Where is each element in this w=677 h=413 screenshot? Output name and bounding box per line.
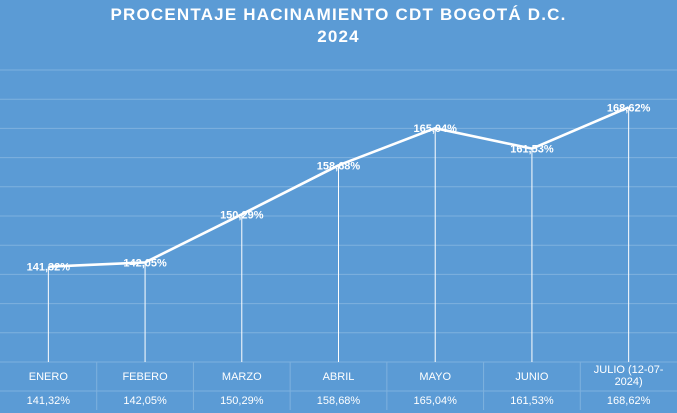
category-label: FEBERO <box>122 371 168 383</box>
category-label: MARZO <box>222 371 262 383</box>
category-label: JULIO (12-07-2024) <box>594 364 664 388</box>
category-label-line: 2024) <box>615 376 643 388</box>
data-label: 165,04% <box>413 123 457 135</box>
chart-title-line1: PROCENTAJE HACINAMIENTO CDT BOGOTÁ D.C. <box>110 5 567 24</box>
table-value-label: 141,32% <box>27 395 71 407</box>
table-value-label: 150,29% <box>220 395 264 407</box>
table-value-label: 168,62% <box>607 395 651 407</box>
category-label: MAYO <box>419 371 451 383</box>
data-label: 168,62% <box>607 102 651 114</box>
data-label: 150,29% <box>220 209 264 221</box>
category-label: ENERO <box>29 371 69 383</box>
chart-title-line2: 2024 <box>317 27 360 46</box>
category-label: JUNIO <box>515 371 548 383</box>
table-value-label: 165,04% <box>413 395 457 407</box>
table-value-label: 158,68% <box>317 395 361 407</box>
table-value-label: 161,53% <box>510 395 554 407</box>
table-value-label: 142,05% <box>123 395 167 407</box>
data-label: 142,05% <box>123 257 167 269</box>
data-label: 161,53% <box>510 144 554 156</box>
data-label: 141,32% <box>27 262 71 274</box>
data-label: 158,68% <box>317 160 361 172</box>
chart-title: PROCENTAJE HACINAMIENTO CDT BOGOTÁ D.C. … <box>0 4 677 48</box>
series-line <box>48 106 630 268</box>
category-label-line: JULIO (12-07- <box>594 364 664 376</box>
category-label: ABRIL <box>323 371 355 383</box>
